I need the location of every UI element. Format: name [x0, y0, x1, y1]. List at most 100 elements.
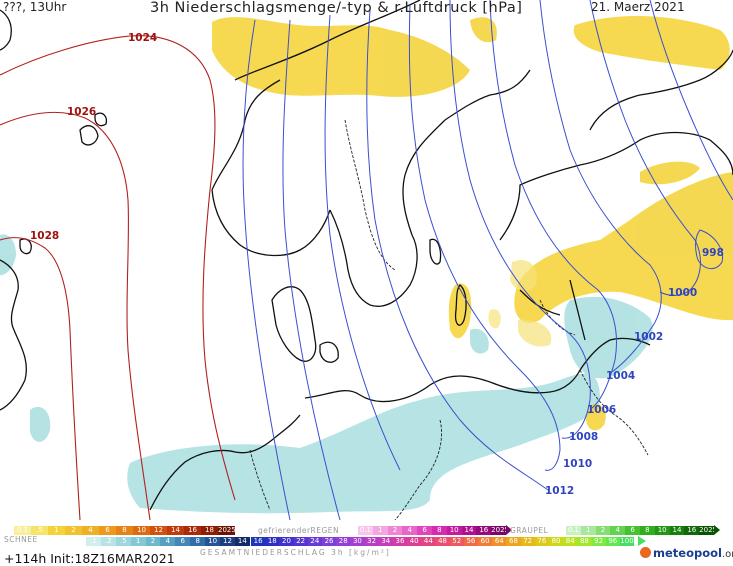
- init-time: Init:18Z16MAR2021: [50, 551, 175, 566]
- scale-cell: 26: [321, 537, 337, 546]
- isobar-label: 1010: [563, 458, 592, 470]
- snow-scale: .1.2.5 1 2 4 6 8 10 12 14: [86, 537, 250, 546]
- scale-cell: 56: [463, 537, 478, 546]
- scale-cell: 1: [372, 526, 388, 535]
- isobar-label: 1000: [668, 287, 697, 299]
- scale-cell: 100: [619, 537, 635, 546]
- scale-cell: 6: [417, 526, 432, 535]
- total-precip-label: GESAMTNIEDERSCHLAG 3h [kg/m²]: [200, 548, 391, 557]
- isobar-label: 1004: [606, 370, 635, 382]
- isobar-label: 1024: [128, 32, 157, 44]
- isobar-label: 1026: [67, 106, 96, 118]
- scale-cell: 10: [654, 526, 670, 535]
- meteopool-logo[interactable]: meteopool.org: [640, 546, 733, 560]
- scale-cell: 10: [446, 526, 462, 535]
- scale-cell: 16: [251, 537, 266, 546]
- isobar-label: 1008: [569, 431, 598, 443]
- scale-cell: 72: [520, 537, 535, 546]
- logo-icon: [640, 547, 651, 558]
- scale-cell: .5: [115, 537, 131, 546]
- graupel-label: GRAUPEL: [510, 526, 549, 535]
- scale-cell: 0.1: [358, 526, 373, 535]
- scale-cell: 40: [407, 537, 422, 546]
- scale-cell: 14: [167, 526, 184, 535]
- scale-cell: 2025+: [218, 526, 242, 535]
- isobar-label: 1006: [587, 404, 616, 416]
- scale-cell: 20: [279, 537, 294, 546]
- scale-cell: 88: [577, 537, 592, 546]
- scale-cell: 44: [421, 537, 436, 546]
- scale-cell: 4: [402, 526, 418, 535]
- scale-cell: 8: [431, 526, 447, 535]
- scale-cell: 6: [175, 537, 191, 546]
- scale-cell: .2: [100, 537, 116, 546]
- scale-cell: 68: [506, 537, 521, 546]
- scale-cell: 64: [492, 537, 507, 546]
- snow-precip-areas: [0, 234, 653, 514]
- isobar-labels: 1024 1026 1028 998 1000 1002 1004 1006 1…: [30, 32, 724, 497]
- scale-cell: 14: [669, 526, 685, 535]
- scale-cell: 32: [364, 537, 379, 546]
- light-rain-areas: [488, 260, 552, 347]
- scale-cell: 4: [82, 526, 99, 535]
- scale-cell: 2: [387, 526, 403, 535]
- scale-cell: 10: [133, 526, 150, 535]
- valid-time-label: ???, 13Uhr: [3, 0, 67, 14]
- scale-cell: 14: [461, 526, 477, 535]
- scale-cell: 1: [130, 537, 146, 546]
- scale-cell: 60: [478, 537, 493, 546]
- scale-cell: 1: [48, 526, 65, 535]
- scale-cell: 14: [234, 537, 250, 546]
- logo-text: meteopool: [653, 546, 722, 560]
- freezing-rain-scale: 0.1 1 2 4 6 8 10 14 16 2025+: [358, 526, 515, 535]
- map-date: 21. Maerz 2021: [591, 0, 685, 14]
- scale-cell: 28: [336, 537, 351, 546]
- country-borders: [249, 119, 649, 520]
- scale-cell: 92: [591, 537, 606, 546]
- isobar-label: 1012: [545, 485, 574, 497]
- scale-cell: 4: [160, 537, 176, 546]
- graupel-scale: 0.1 1 2 4 6 8 10 14 16 2025+: [566, 526, 723, 535]
- scale-cell: 6: [625, 526, 640, 535]
- scale-cell: 2025+: [491, 526, 515, 535]
- scale-cell: 10: [205, 537, 221, 546]
- scale-cell: 16: [476, 526, 492, 535]
- weather-map: 1024 1026 1028 998 1000 1002 1004 1006 1…: [0, 0, 733, 520]
- scale-cell: 22: [293, 537, 308, 546]
- scale-cell: 0.1: [14, 526, 31, 535]
- scale-cell: 8: [116, 526, 133, 535]
- scale-cell: 48: [435, 537, 450, 546]
- isobars-low: [242, 0, 733, 520]
- rain-scale: 0.1.5 1 2 4 6 8 10 12 14 16 18 2025+: [14, 526, 242, 535]
- scale-cell: 2: [595, 526, 611, 535]
- scale-cell: 1: [580, 526, 596, 535]
- scale-cell: 16: [684, 526, 700, 535]
- scale-cell: .1: [86, 537, 101, 546]
- scale-cell: 4: [610, 526, 626, 535]
- scale-cell: 24: [307, 537, 322, 546]
- scale-cell: 8: [639, 526, 655, 535]
- scale-cell: .5: [31, 526, 48, 535]
- isobar-label: 1002: [634, 331, 663, 343]
- scale-cell: 12: [150, 526, 167, 535]
- scale-cell: 18: [201, 526, 218, 535]
- scale-cell: 76: [534, 537, 549, 546]
- isobars-high: [0, 35, 236, 520]
- scale-cell: 8: [190, 537, 206, 546]
- scale-cell: 2025+: [699, 526, 723, 535]
- isobar-label: 1028: [30, 230, 59, 242]
- total-precip-scale-arrow: [638, 536, 646, 546]
- scale-cell: 2: [145, 537, 161, 546]
- scale-cell: 36: [392, 537, 408, 546]
- freezing-rain-label: gefrierenderREGEN: [258, 526, 340, 535]
- forecast-hour: +114h: [4, 551, 47, 566]
- isobar-label: 998: [702, 247, 724, 259]
- scale-cell: 12: [220, 537, 235, 546]
- scale-cell: 52: [449, 537, 464, 546]
- scale-cell: 84: [563, 537, 578, 546]
- scale-cell: 30: [350, 537, 365, 546]
- scale-cell: 80: [548, 537, 564, 546]
- logo-suffix: .org: [721, 549, 733, 560]
- coastlines: [0, 0, 733, 511]
- scale-cell: 96: [605, 537, 620, 546]
